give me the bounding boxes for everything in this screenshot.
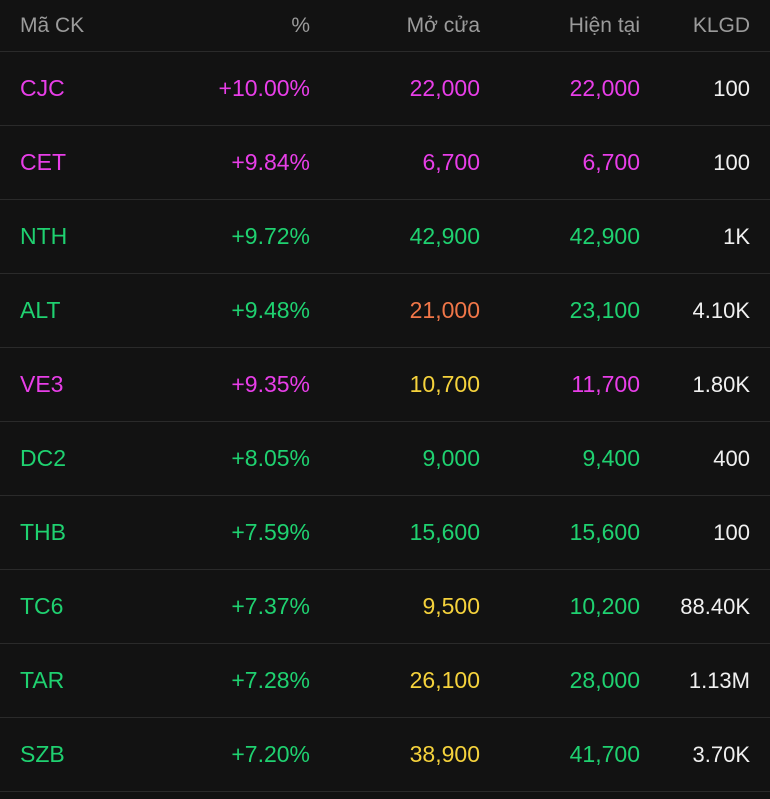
cell-now: 9,400 bbox=[480, 445, 640, 472]
hdr-open[interactable]: Mở cửa bbox=[310, 14, 480, 38]
cell-now: 28,000 bbox=[480, 667, 640, 694]
cell-ticker: NTH bbox=[20, 223, 140, 250]
cell-volume: 100 bbox=[640, 150, 750, 176]
cell-now: 23,100 bbox=[480, 297, 640, 324]
cell-volume: 400 bbox=[640, 446, 750, 472]
cell-volume: 4.10K bbox=[640, 298, 750, 324]
cell-open: 10,700 bbox=[310, 371, 480, 398]
cell-open: 26,100 bbox=[310, 667, 480, 694]
cell-ticker: SZB bbox=[20, 741, 140, 768]
cell-now: 10,200 bbox=[480, 593, 640, 620]
cell-now: 6,700 bbox=[480, 149, 640, 176]
cell-volume: 3.70K bbox=[640, 742, 750, 768]
cell-pct: +9.35% bbox=[140, 371, 310, 398]
table-row[interactable]: VE3+9.35%10,70011,7001.80K bbox=[0, 348, 770, 422]
cell-pct: +7.59% bbox=[140, 519, 310, 546]
cell-open: 15,600 bbox=[310, 519, 480, 546]
cell-volume: 100 bbox=[640, 520, 750, 546]
cell-ticker: DC2 bbox=[20, 445, 140, 472]
cell-ticker: THB bbox=[20, 519, 140, 546]
cell-now: 11,700 bbox=[480, 371, 640, 398]
hdr-ticker[interactable]: Mã CK bbox=[20, 14, 140, 38]
cell-pct: +9.72% bbox=[140, 223, 310, 250]
cell-pct: +7.20% bbox=[140, 741, 310, 768]
cell-now: 41,700 bbox=[480, 741, 640, 768]
cell-ticker: VE3 bbox=[20, 371, 140, 398]
table-row[interactable]: CET+9.84%6,7006,700100 bbox=[0, 126, 770, 200]
cell-volume: 1.13M bbox=[640, 668, 750, 694]
table-row[interactable]: DC2+8.05%9,0009,400400 bbox=[0, 422, 770, 496]
cell-volume: 100 bbox=[640, 76, 750, 102]
cell-volume: 1.80K bbox=[640, 372, 750, 398]
cell-now: 22,000 bbox=[480, 75, 640, 102]
cell-open: 6,700 bbox=[310, 149, 480, 176]
table-row[interactable]: ALT+9.48%21,00023,1004.10K bbox=[0, 274, 770, 348]
cell-ticker: TC6 bbox=[20, 593, 140, 620]
table-row[interactable]: TC6+7.37%9,50010,20088.40K bbox=[0, 570, 770, 644]
cell-open: 9,500 bbox=[310, 593, 480, 620]
cell-open: 42,900 bbox=[310, 223, 480, 250]
table-row[interactable]: THB+7.59%15,60015,600100 bbox=[0, 496, 770, 570]
cell-pct: +7.28% bbox=[140, 667, 310, 694]
cell-ticker: ALT bbox=[20, 297, 140, 324]
table-row[interactable]: SZB+7.20%38,90041,7003.70K bbox=[0, 718, 770, 792]
hdr-percent[interactable]: % bbox=[140, 14, 310, 38]
cell-open: 9,000 bbox=[310, 445, 480, 472]
cell-volume: 88.40K bbox=[640, 594, 750, 620]
cell-pct: +9.84% bbox=[140, 149, 310, 176]
hdr-current[interactable]: Hiện tại bbox=[480, 14, 640, 38]
cell-now: 15,600 bbox=[480, 519, 640, 546]
cell-pct: +9.48% bbox=[140, 297, 310, 324]
table-row[interactable]: CJC+10.00%22,00022,000100 bbox=[0, 52, 770, 126]
cell-pct: +7.37% bbox=[140, 593, 310, 620]
stock-table: Mã CK % Mở cửa Hiện tại KLGD CJC+10.00%2… bbox=[0, 0, 770, 792]
cell-pct: +8.05% bbox=[140, 445, 310, 472]
table-header: Mã CK % Mở cửa Hiện tại KLGD bbox=[0, 0, 770, 52]
cell-open: 21,000 bbox=[310, 297, 480, 324]
cell-open: 22,000 bbox=[310, 75, 480, 102]
table-row[interactable]: NTH+9.72%42,90042,9001K bbox=[0, 200, 770, 274]
cell-pct: +10.00% bbox=[140, 75, 310, 102]
hdr-volume[interactable]: KLGD bbox=[640, 14, 750, 38]
cell-volume: 1K bbox=[640, 224, 750, 250]
table-row[interactable]: TAR+7.28%26,10028,0001.13M bbox=[0, 644, 770, 718]
cell-ticker: CJC bbox=[20, 75, 140, 102]
cell-open: 38,900 bbox=[310, 741, 480, 768]
cell-ticker: CET bbox=[20, 149, 140, 176]
table-body: CJC+10.00%22,00022,000100CET+9.84%6,7006… bbox=[0, 52, 770, 792]
cell-now: 42,900 bbox=[480, 223, 640, 250]
cell-ticker: TAR bbox=[20, 667, 140, 694]
